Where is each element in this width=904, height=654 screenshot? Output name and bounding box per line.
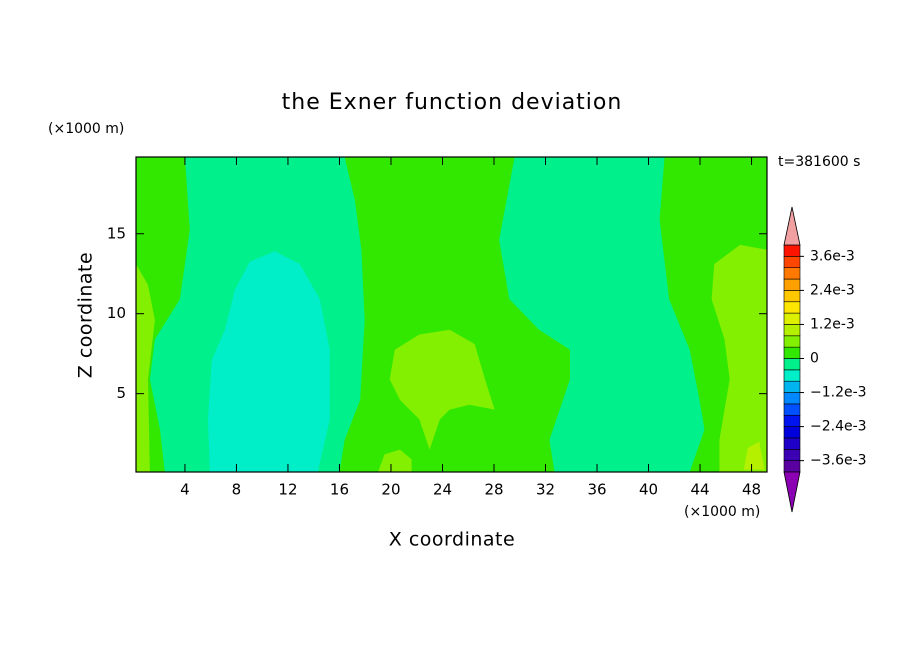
y-tick-label: 15 [107, 224, 126, 242]
colorbar-box [783, 437, 801, 450]
y-unit: (×1000 m) [48, 121, 124, 137]
x-tick-label: 4 [180, 481, 190, 499]
x-tick-label: 44 [690, 481, 709, 499]
colorbar-tick-label: −3.6e-3 [810, 453, 867, 469]
colorbar-box [783, 358, 801, 371]
x-tick-label: 8 [232, 481, 242, 499]
colorbar-tick-label: −2.4e-3 [810, 419, 867, 435]
colorbar: 3.6e-3 2.4e-3 1.2e-3 0 −1.2e-3 −2.4e-3 −3.6e-3 [783, 206, 867, 513]
colorbar-box [783, 290, 801, 303]
colorbar-box [783, 426, 801, 439]
colorbar-box [783, 380, 801, 393]
x-tick-label: 12 [278, 481, 297, 499]
colorbar-box [783, 324, 801, 337]
x-unit: (×1000 m) [684, 504, 760, 520]
time-label: t=381600 s [778, 154, 860, 170]
colorbar-box [783, 448, 801, 461]
colorbar-box [783, 346, 801, 359]
colorbar-box [783, 312, 801, 325]
colorbar-tick-label: 0 [810, 351, 819, 367]
x-tick-label: 40 [639, 481, 658, 499]
colorbar-box [783, 301, 801, 314]
colorbar-box [783, 460, 801, 473]
colorbar-over [783, 206, 801, 246]
x-tick-label: 32 [536, 481, 555, 499]
colorbar-tick-label: 1.2e-3 [810, 316, 855, 332]
y-tick-label: 10 [107, 304, 126, 322]
x-tick-label: 28 [484, 481, 503, 499]
colorbar-box [783, 335, 801, 348]
x-tick-label: 48 [742, 481, 761, 499]
contour-region [136, 264, 155, 472]
colorbar-box [783, 244, 801, 257]
y-axis-label: Z coordinate [75, 252, 97, 378]
colorbar-box [783, 278, 801, 291]
colorbar-box [783, 267, 801, 280]
contour-region [378, 449, 412, 472]
contour-region [743, 441, 765, 470]
contour-region [389, 329, 495, 450]
colorbar-tick-label: −1.2e-3 [810, 385, 867, 401]
colorbar-tick-label: 2.4e-3 [810, 282, 855, 298]
x-tick-label: 20 [381, 481, 400, 499]
contour-region [711, 244, 767, 472]
plot-frame [135, 156, 768, 473]
colorbar-box [783, 403, 801, 416]
colorbar-box [783, 414, 801, 427]
x-tick-label: 24 [433, 481, 452, 499]
x-tick-label: 16 [330, 481, 349, 499]
colorbar-box [783, 369, 801, 382]
y-tick-label: 5 [116, 384, 126, 402]
contour-region [207, 251, 330, 472]
contour-region [499, 157, 705, 472]
colorbar-box [783, 256, 801, 269]
x-tick-label: 36 [587, 481, 606, 499]
colorbar-tick-label: 3.6e-3 [810, 248, 855, 264]
colorbar-box [783, 392, 801, 405]
colorbar-under [783, 471, 801, 513]
chart-title: the Exner function deviation [282, 90, 623, 115]
x-axis-label: X coordinate [389, 529, 515, 551]
